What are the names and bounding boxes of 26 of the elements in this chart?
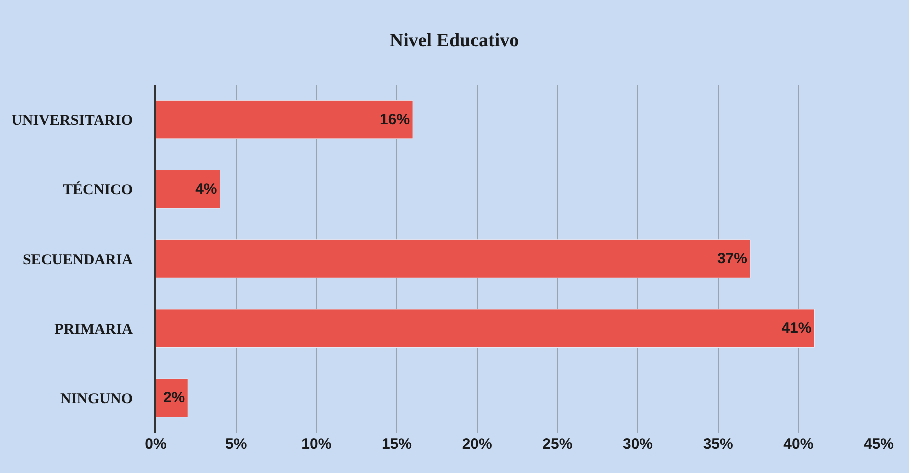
y-tick-label: UNIVERSITARIO <box>12 113 133 130</box>
data-label: 2% <box>163 390 186 407</box>
bar <box>156 170 221 209</box>
y-tick-label: TÉCNICO <box>62 182 133 199</box>
y-tick-label: NINGUNO <box>60 391 133 408</box>
bar <box>156 100 414 140</box>
x-tick-label: 30% <box>622 436 654 453</box>
x-tick-label: 15% <box>382 436 412 453</box>
data-label: 41% <box>782 320 812 338</box>
y-tick-label: SECUENDARIA <box>22 252 134 268</box>
data-label: 37% <box>717 250 748 268</box>
x-tick-label: 25% <box>542 436 573 453</box>
bar <box>156 309 815 348</box>
x-tick-label: 35% <box>703 436 734 453</box>
bar <box>156 240 751 278</box>
x-tick-label: 20% <box>462 436 492 453</box>
y-tick-label: PRIMARIA <box>54 322 134 338</box>
x-tick-label: 0% <box>145 436 167 453</box>
x-tick-label: 5% <box>225 436 248 453</box>
data-label: 4% <box>196 180 218 198</box>
chart-title: Nivel Educativo <box>390 30 520 52</box>
bar <box>156 378 188 418</box>
x-tick-label: 40% <box>784 436 814 453</box>
x-tick-label: 10% <box>302 436 332 453</box>
data-label: 16% <box>380 111 410 128</box>
x-tick-label: 45% <box>864 436 894 453</box>
